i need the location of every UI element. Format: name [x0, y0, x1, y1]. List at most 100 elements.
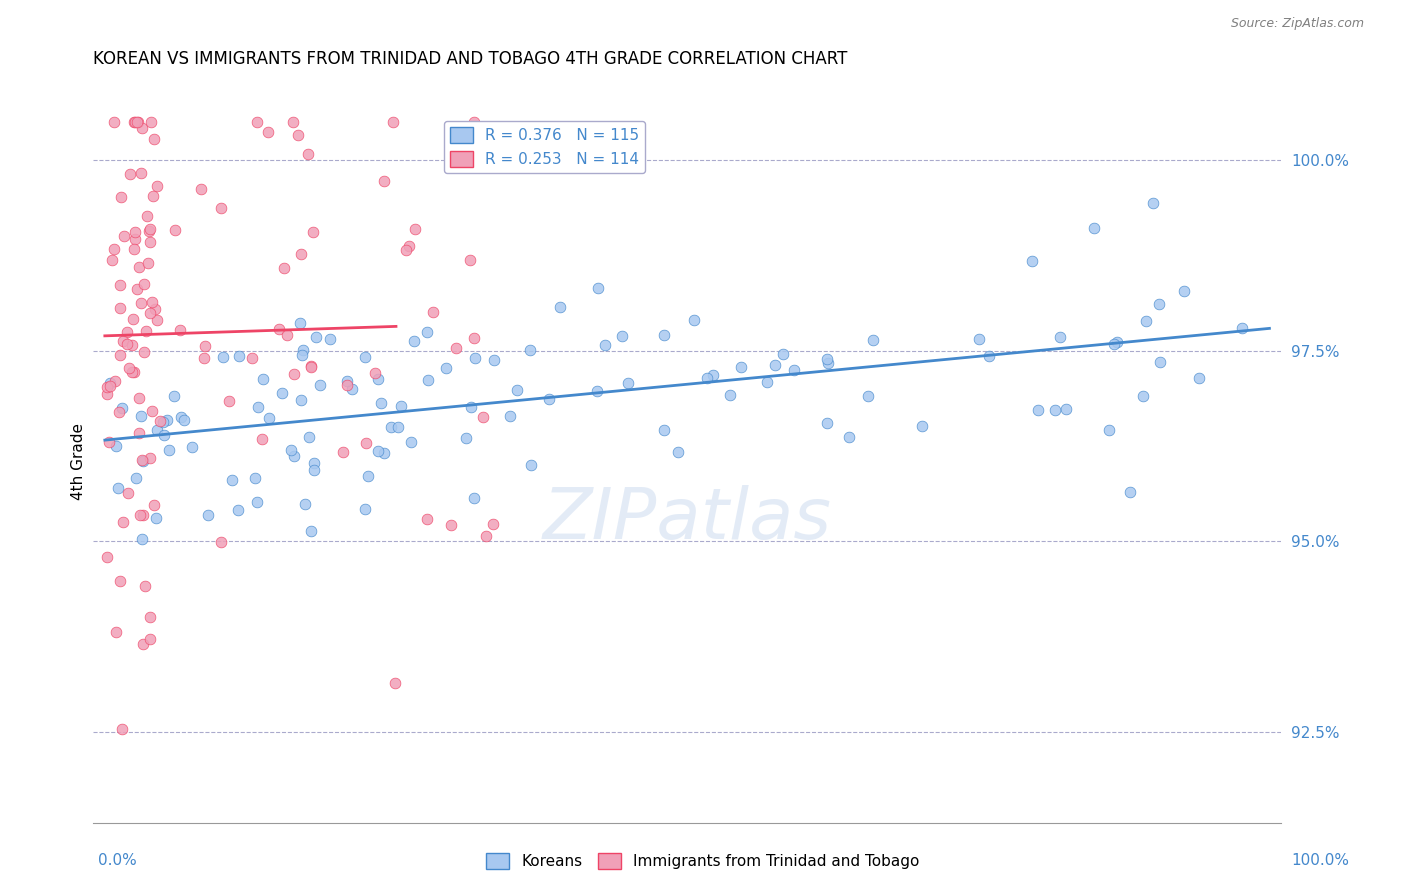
Point — [357, 469, 380, 483]
Point — [1135, 314, 1157, 328]
Point — [464, 351, 486, 365]
Point — [1021, 253, 1043, 268]
Text: KOREAN VS IMMIGRANTS FROM TRINIDAD AND TOBAGO 4TH GRADE CORRELATION CHART: KOREAN VS IMMIGRANTS FROM TRINIDAD AND T… — [93, 50, 848, 68]
Point — [499, 409, 522, 423]
Point — [538, 392, 561, 406]
Point — [336, 378, 359, 392]
Point — [131, 452, 153, 467]
Point — [817, 351, 839, 366]
Point — [593, 338, 616, 352]
Point — [111, 401, 134, 415]
Point — [170, 410, 193, 425]
Point — [370, 396, 392, 410]
Point — [212, 351, 235, 365]
Point — [354, 435, 377, 450]
Point — [1149, 355, 1171, 369]
Text: 100.0%: 100.0% — [1292, 854, 1350, 868]
Point — [838, 430, 860, 444]
Point — [1230, 321, 1253, 335]
Point — [444, 341, 467, 355]
Point — [145, 312, 167, 326]
Point — [416, 512, 439, 526]
Point — [299, 524, 322, 538]
Point — [301, 226, 323, 240]
Point — [105, 624, 128, 639]
Point — [772, 347, 794, 361]
Point — [1043, 403, 1066, 417]
Point — [1026, 403, 1049, 417]
Point — [139, 306, 162, 320]
Text: Source: ZipAtlas.com: Source: ZipAtlas.com — [1230, 17, 1364, 29]
Point — [152, 428, 174, 442]
Point — [257, 411, 280, 425]
Point — [107, 405, 129, 419]
Point — [121, 365, 143, 379]
Point — [652, 328, 675, 343]
Point — [288, 316, 311, 330]
Point — [436, 360, 458, 375]
Point — [132, 508, 155, 522]
Point — [294, 497, 316, 511]
Point — [194, 338, 217, 352]
Point — [112, 228, 135, 243]
Point — [97, 435, 120, 450]
Point — [139, 450, 162, 465]
Point — [145, 510, 167, 524]
Point — [141, 295, 163, 310]
Point — [134, 579, 156, 593]
Point — [702, 368, 724, 383]
Legend: Koreans, Immigrants from Trinidad and Tobago: Koreans, Immigrants from Trinidad and To… — [481, 847, 925, 875]
Point — [405, 222, 427, 236]
Point — [122, 242, 145, 256]
Point — [463, 331, 485, 345]
Point — [520, 458, 543, 473]
Point — [291, 348, 314, 362]
Point — [138, 609, 160, 624]
Point — [152, 415, 174, 429]
Point — [124, 225, 146, 239]
Point — [197, 508, 219, 523]
Point — [108, 277, 131, 292]
Point — [139, 235, 162, 249]
Point — [367, 443, 389, 458]
Point — [252, 372, 274, 386]
Point — [169, 323, 191, 337]
Point — [163, 389, 186, 403]
Point — [276, 327, 298, 342]
Point — [783, 363, 806, 377]
Point — [118, 167, 141, 181]
Point — [226, 502, 249, 516]
Point — [128, 260, 150, 275]
Point — [1173, 284, 1195, 298]
Point — [256, 125, 278, 139]
Point — [139, 222, 162, 236]
Point — [730, 359, 752, 374]
Point — [302, 463, 325, 477]
Point — [125, 471, 148, 485]
Point — [1098, 423, 1121, 437]
Point — [149, 414, 172, 428]
Point — [862, 333, 884, 347]
Point — [142, 189, 165, 203]
Point — [364, 367, 387, 381]
Point — [135, 324, 157, 338]
Point — [1107, 335, 1129, 350]
Point — [550, 300, 572, 314]
Point — [132, 636, 155, 650]
Point — [121, 311, 143, 326]
Point — [143, 132, 166, 146]
Point — [132, 277, 155, 291]
Point — [977, 349, 1000, 363]
Point — [135, 209, 157, 223]
Point — [108, 301, 131, 315]
Point — [506, 383, 529, 397]
Point — [1054, 401, 1077, 416]
Point — [319, 333, 342, 347]
Point — [458, 253, 481, 268]
Point — [221, 474, 243, 488]
Point — [128, 426, 150, 441]
Point — [1104, 336, 1126, 351]
Point — [354, 501, 377, 516]
Point — [269, 322, 291, 336]
Point — [240, 351, 263, 365]
